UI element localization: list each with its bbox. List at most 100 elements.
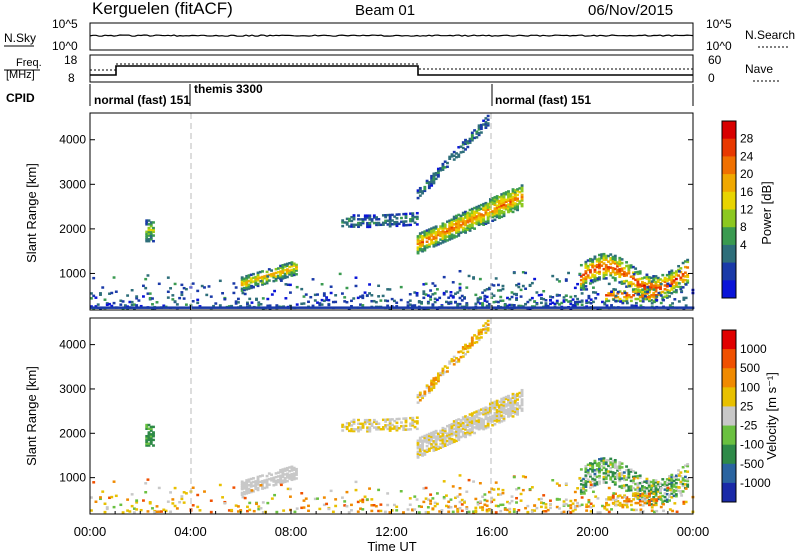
velocity-cell	[429, 502, 433, 505]
power-cell	[196, 289, 200, 293]
power-cell	[602, 275, 606, 278]
velocity-cell	[627, 476, 631, 479]
power-cell	[352, 297, 356, 300]
power-cell	[595, 258, 599, 261]
velocity-cell	[641, 504, 645, 507]
power-cell	[340, 292, 344, 295]
power-cell	[632, 272, 636, 276]
power-cell	[350, 223, 354, 226]
power-cell	[441, 229, 445, 233]
velocity-cell	[595, 483, 599, 486]
power-cell	[686, 279, 690, 282]
power-cell	[470, 131, 474, 135]
velocity-cell	[477, 422, 481, 425]
velocity-cell	[459, 420, 463, 424]
power-cell	[486, 124, 490, 127]
velocity-cell	[595, 464, 599, 467]
power-cell	[452, 217, 456, 220]
power-cell	[455, 229, 458, 233]
power-cell	[279, 266, 283, 270]
velocity-cell	[625, 483, 629, 487]
velocity-cell	[234, 504, 238, 507]
power-cell	[426, 302, 430, 305]
velocity-cell	[533, 509, 537, 512]
velocity-cell	[259, 507, 263, 510]
power-cell	[683, 275, 687, 278]
power-cell	[665, 285, 669, 288]
velocity-cell	[148, 501, 152, 504]
velocity-cell	[591, 466, 595, 469]
velocity-cell	[502, 407, 506, 411]
power-cell	[395, 222, 399, 226]
power-cell	[611, 294, 615, 297]
velocity-cell	[479, 332, 483, 335]
power-cell	[640, 284, 644, 288]
velocity-cell	[152, 433, 155, 436]
velocity-cell	[375, 428, 379, 431]
power-cell	[182, 286, 186, 290]
velocity-cell	[409, 416, 412, 420]
velocity-cell	[500, 410, 504, 414]
power-cell	[446, 229, 449, 233]
power-cell	[421, 244, 425, 247]
power-cell	[436, 233, 440, 237]
velocity-cell	[491, 418, 495, 421]
power-cell	[441, 239, 445, 242]
power-cell	[470, 139, 474, 142]
velocity-cell	[243, 483, 246, 486]
power-cell	[486, 114, 490, 118]
velocity-cell	[491, 414, 495, 418]
power-cell	[511, 203, 515, 206]
power-cell	[516, 188, 519, 191]
velocity-cell	[425, 386, 429, 389]
velocity-cell	[482, 413, 486, 416]
velocity-cell	[418, 445, 422, 449]
power-cell	[613, 260, 617, 263]
velocity-cell	[350, 424, 354, 427]
power-cell	[359, 223, 363, 227]
velocity-cell	[665, 498, 669, 502]
power-cell	[350, 215, 354, 219]
power-cell	[461, 213, 465, 217]
velocity-cell	[611, 471, 615, 474]
power-cell	[230, 304, 234, 308]
power-cell	[90, 297, 93, 300]
power-cell	[361, 296, 365, 300]
power-cell	[423, 185, 427, 189]
velocity-cell	[466, 417, 470, 421]
velocity-cell	[567, 504, 570, 507]
power-cell	[479, 222, 483, 226]
power-cell	[521, 271, 525, 274]
power-cell	[512, 292, 516, 296]
velocity-cell	[641, 498, 645, 501]
velocity-cell	[584, 476, 588, 479]
power-cell	[258, 270, 262, 274]
velocity-cell	[491, 407, 495, 410]
power-cell	[279, 270, 283, 273]
power-cell	[423, 187, 427, 191]
velocity-cell	[618, 461, 622, 464]
velocity-cell	[404, 428, 408, 431]
power-cell	[145, 223, 149, 226]
velocity-cell	[341, 429, 345, 432]
velocity-cell	[265, 474, 269, 478]
velocity-cell	[243, 492, 246, 496]
velocity-cell	[584, 470, 588, 474]
power-cell	[464, 214, 467, 217]
velocity-cell	[632, 508, 636, 512]
power-cell	[448, 230, 452, 234]
power-cell	[457, 230, 461, 234]
power-cell	[450, 218, 454, 221]
velocity-cell	[290, 469, 294, 472]
velocity-cell	[493, 423, 497, 426]
colorbar-segment	[722, 174, 736, 193]
velocity-cell	[511, 394, 515, 398]
power-cell	[359, 221, 363, 225]
velocity-cell	[279, 483, 283, 487]
power-cell	[145, 239, 149, 243]
power-cell	[507, 203, 510, 206]
power-cell	[366, 216, 369, 219]
velocity-cell	[130, 504, 134, 508]
power-cell	[450, 155, 454, 158]
